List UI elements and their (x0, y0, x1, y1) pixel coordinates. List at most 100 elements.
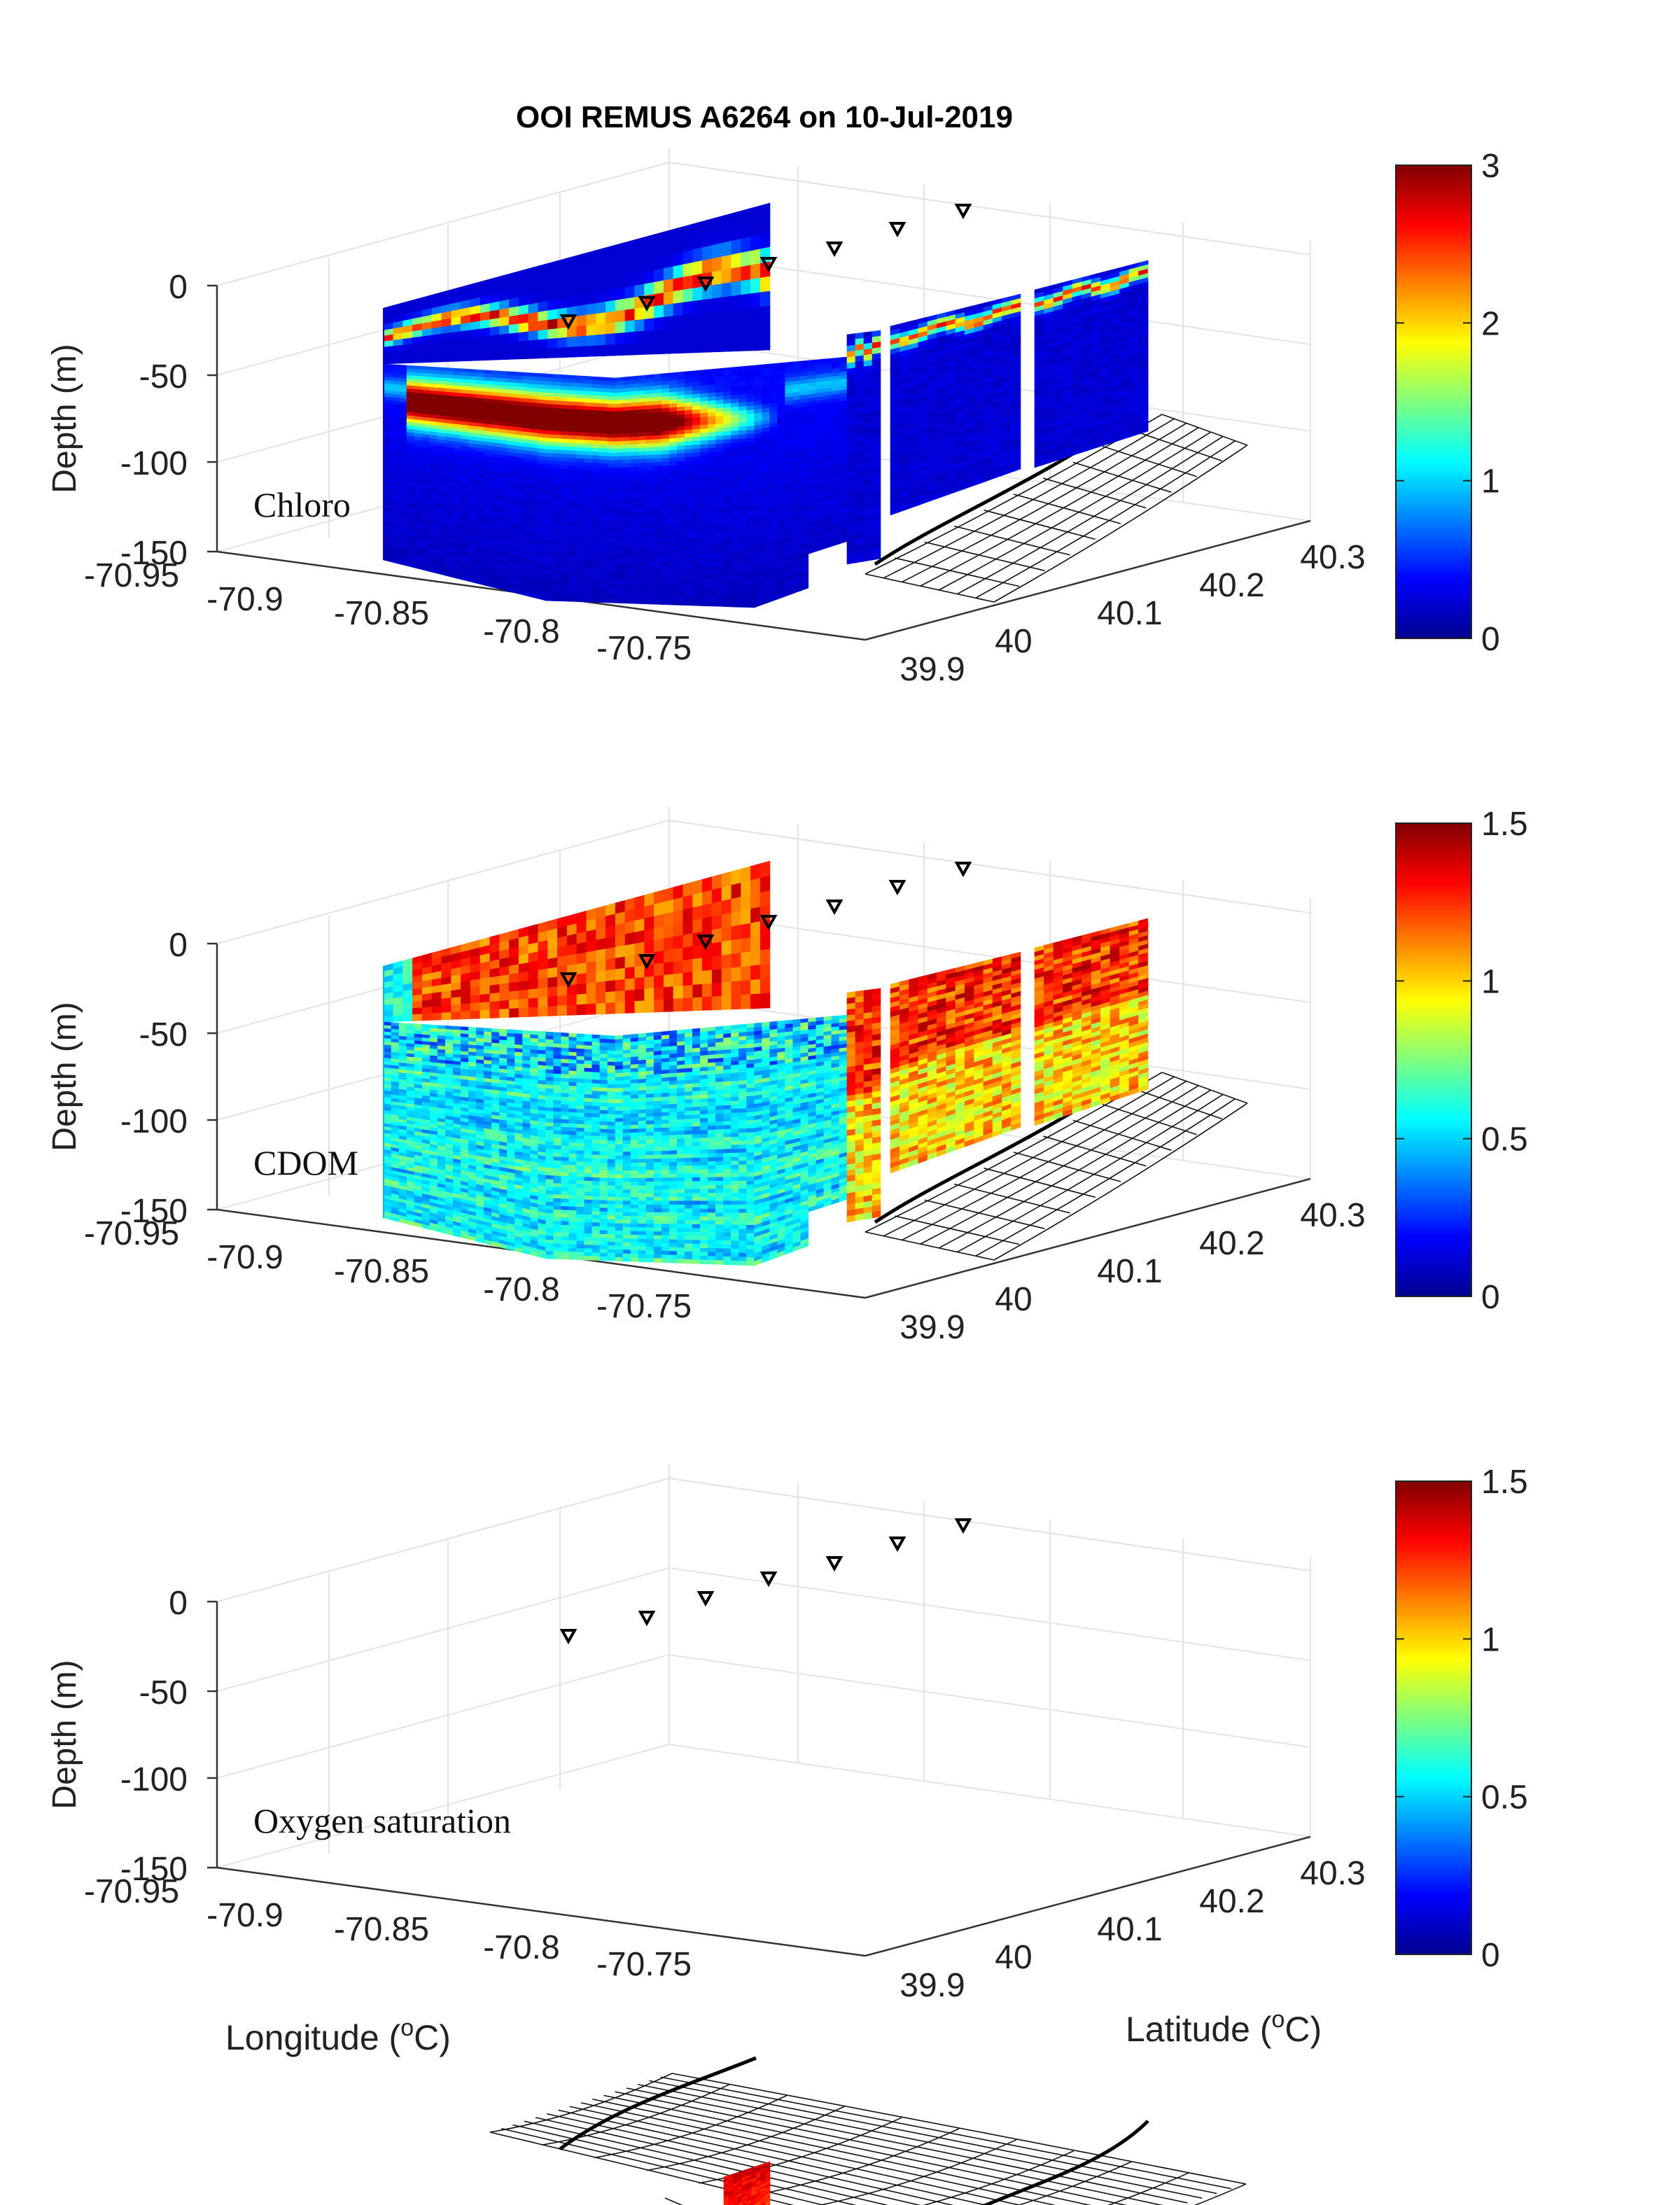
figure-title: OOI REMUS A6264 on 10-Jul-2019 (516, 100, 1013, 134)
longitude-tick-label: -70.75 (596, 1946, 692, 1983)
latitude-tick-label: 40.2 (1199, 567, 1264, 604)
grid-line (216, 1654, 670, 1779)
latitude-tick-label: 39.9 (899, 651, 965, 688)
latitude-axis (864, 1835, 1311, 1957)
latitude-tick-label: 40.1 (1097, 595, 1162, 632)
latitude-tick-label: 40 (995, 623, 1032, 660)
waypoint-markers (559, 204, 972, 330)
latitude-tick-label: 40.1 (1097, 1253, 1162, 1290)
colorbar-tick-label: 1 (1481, 463, 1500, 500)
waypoint-marker (954, 204, 972, 220)
waypoint-markers (559, 1518, 972, 1645)
grid-line (216, 162, 670, 286)
latitude-axis-label: Latitude (oC) (1126, 2006, 1322, 2049)
depth-axis-label: Depth (m) (46, 1660, 83, 1809)
longitude-tick-label: -70.9 (206, 1239, 283, 1276)
depth-tick-label: -150 (120, 1193, 188, 1230)
depth-tick-label: -50 (139, 1016, 188, 1054)
longitude-tick-label: -70.85 (334, 1911, 429, 1948)
depth-tick-label: -50 (139, 358, 188, 396)
grid-line (216, 1744, 670, 1868)
latitude-axis (864, 1177, 1311, 1299)
waypoint-marker (825, 241, 844, 258)
grid-line (668, 162, 1311, 255)
waypoint-marker (954, 1518, 972, 1534)
longitude-axis-label: Longitude (oC) (225, 2015, 451, 2057)
panel-label: Chloro (253, 485, 351, 524)
depth-tick-label: 0 (169, 269, 188, 306)
section-curtains (723, 2161, 771, 2205)
longitude-tick-label: -70.8 (483, 613, 559, 650)
grid-line (668, 1478, 1311, 1572)
panel-3: 0 -50 -100 -150 Depth (m) -70.95 -70.9 -70.85 -7… (46, 1464, 1528, 2205)
waypoint-marker (559, 314, 578, 330)
latitude-tick-label: 40 (995, 1939, 1032, 1976)
longitude-tick-label: -70.8 (483, 1271, 559, 1308)
waypoint-marker (696, 1591, 715, 1607)
section-curtains (383, 860, 1149, 1266)
grid-line (216, 1567, 670, 1692)
section-curtains (383, 202, 1149, 608)
colorbar (1395, 164, 1472, 639)
panel-2: 0 -50 -100 -150 Depth (m) -70.95 -70.9 -70.85 -7… (46, 806, 1528, 1346)
grid-line (668, 820, 1311, 913)
grid-line (668, 909, 1311, 1003)
depth-tick-label: -100 (120, 1761, 188, 1798)
longitude-tick-label: -70.95 (84, 1215, 179, 1252)
waypoint-marker (638, 1611, 656, 1627)
bathymetry-mesh (489, 2056, 1247, 2205)
longitude-tick-label: -70.85 (334, 595, 429, 632)
waypoint-marker (638, 296, 656, 312)
grid-line (668, 251, 1311, 345)
grid-line (216, 1478, 670, 1602)
latitude-tick-label: 40.2 (1199, 1883, 1264, 1920)
latitude-tick-label: 39.9 (899, 1309, 965, 1346)
colorbar-tick-label: 0 (1481, 1279, 1500, 1316)
colorbar-tick-label: 1 (1481, 1621, 1500, 1658)
waypoint-marker (760, 1572, 778, 1588)
colorbar (1395, 1480, 1472, 1955)
longitude-tick-label: -70.9 (206, 581, 283, 618)
panel-label: Oxygen saturation (253, 1801, 511, 1840)
grid-line (668, 1567, 1311, 1661)
depth-tick-label: -150 (120, 535, 188, 572)
depth-axis-label: Depth (m) (46, 344, 83, 493)
waypoint-marker (696, 934, 715, 951)
waypoint-marker (888, 1536, 906, 1553)
depth-axis-label: Depth (m) (46, 1002, 83, 1151)
bathymetry-mesh (864, 408, 1248, 603)
grid-line (668, 1654, 1311, 1748)
waypoint-marker (825, 1556, 844, 1572)
colorbar-tick-label: 0.5 (1481, 1779, 1528, 1816)
panel-1: 0 -50 -100 -150 Depth (m) -70.95 -70.9 -70.85 -7… (46, 148, 1500, 688)
waypoint-marker (888, 880, 906, 896)
waypoint-marker (638, 954, 656, 970)
longitude-tick-label: -70.9 (206, 1897, 283, 1934)
colorbar-tick-label: 0 (1481, 1937, 1500, 1974)
longitude-tick-label: -70.95 (84, 1873, 179, 1910)
waypoint-marker (559, 1629, 578, 1645)
colorbar-tick-label: 2 (1481, 305, 1500, 342)
depth-tick-label: -100 (120, 445, 188, 482)
latitude-tick-label: 40.3 (1300, 539, 1365, 576)
colorbar-tick-label: 0 (1481, 621, 1500, 658)
grid-line (216, 820, 670, 944)
depth-tick-label: -100 (120, 1103, 188, 1140)
grid-line (668, 1744, 1311, 1837)
depth-tick-label: 0 (169, 1585, 188, 1622)
colorbar (1395, 822, 1472, 1297)
waypoint-marker (696, 276, 715, 293)
longitude-tick-label: -70.75 (596, 1288, 692, 1325)
colorbar-tick-label: 1.5 (1481, 806, 1528, 843)
longitude-tick-label: -70.8 (483, 1929, 559, 1966)
longitude-tick-label: -70.95 (84, 557, 179, 594)
longitude-tick-label: -70.75 (596, 630, 692, 667)
depth-tick-label: -150 (120, 1851, 188, 1888)
colorbar-tick-label: 0.5 (1481, 1121, 1528, 1158)
depth-tick-label: 0 (169, 927, 188, 964)
colorbar-tick-label: 3 (1481, 148, 1500, 185)
longitude-axis (216, 1866, 866, 1957)
waypoint-marker (760, 257, 778, 273)
latitude-tick-label: 40.2 (1199, 1225, 1264, 1262)
